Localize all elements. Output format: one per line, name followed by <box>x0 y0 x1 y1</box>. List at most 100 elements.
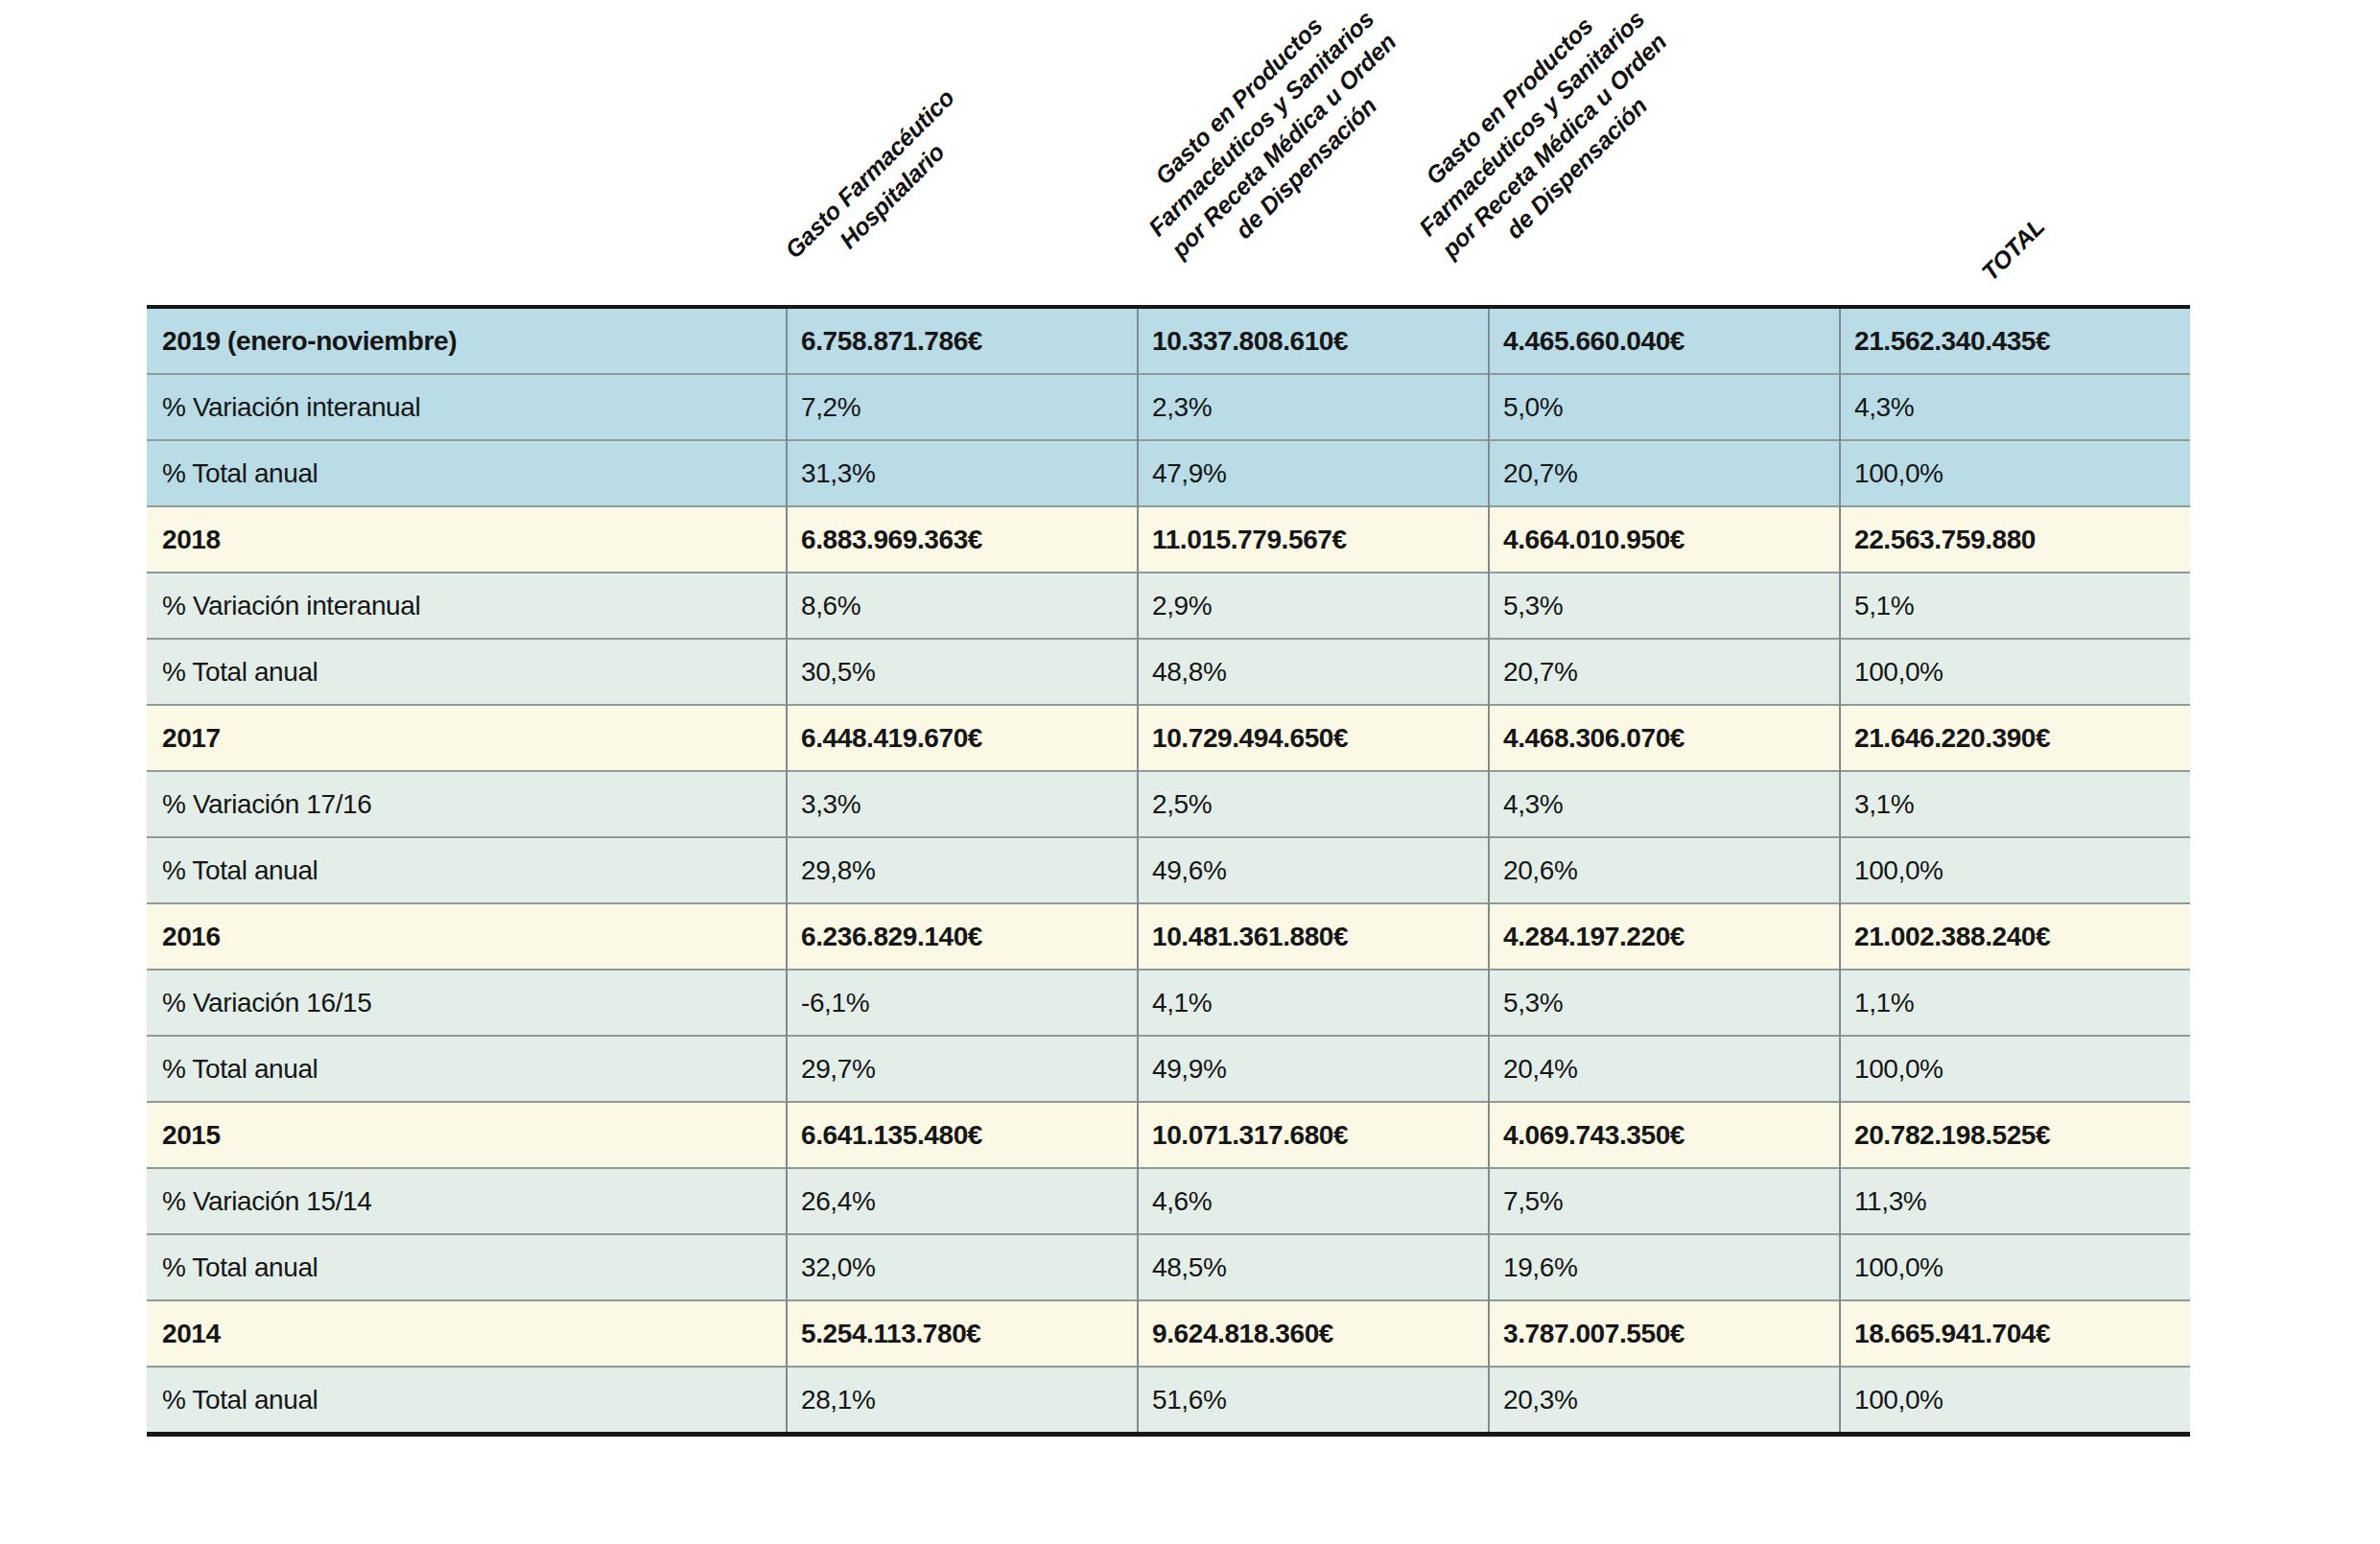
cell: 5,3% <box>1489 970 1840 1036</box>
cell: 49,9% <box>1138 1036 1489 1102</box>
row-label: % Total anual <box>147 1036 787 1102</box>
row-2018-total-anual: % Total anual 30,5% 48,8% 20,7% 100,0% <box>147 639 2190 705</box>
row-label: % Variación 15/14 <box>147 1168 787 1234</box>
row-2019-total-anual: % Total anual 31,3% 47,9% 20,7% 100,0% <box>147 440 2190 506</box>
row-2018-variacion: % Variación interanual 8,6% 2,9% 5,3% 5,… <box>147 573 2190 639</box>
cell: 6.758.871.786€ <box>787 307 1138 374</box>
row-label: % Total anual <box>147 837 787 903</box>
row-2019: 2019 (enero-noviembre) 6.758.871.786€ 10… <box>147 307 2190 374</box>
column-header-gasto-hospitalario: Gasto Farmacéutico Hospitalario <box>778 82 983 288</box>
cell: 7,5% <box>1489 1168 1840 1234</box>
cell: 4.465.660.040€ <box>1489 307 1840 374</box>
cell: 100,0% <box>1840 1036 2190 1102</box>
cell: 100,0% <box>1840 837 2190 903</box>
row-label: 2015 <box>147 1102 787 1168</box>
cell: 10.337.808.610€ <box>1138 307 1489 374</box>
cell: 4,3% <box>1840 374 2190 440</box>
cell: 8,6% <box>787 573 1138 639</box>
cell: 6.641.135.480€ <box>787 1102 1138 1168</box>
column-header-gasto-receta-2: Gasto en Productos Farmacéuticos y Sanit… <box>1390 0 1697 288</box>
cell: 100,0% <box>1840 440 2190 506</box>
cell: 48,5% <box>1138 1234 1489 1300</box>
cell: 20,7% <box>1489 440 1840 506</box>
cell: 4.664.010.950€ <box>1489 506 1840 573</box>
row-2014-total-anual: % Total anual 28,1% 51,6% 20,3% 100,0% <box>147 1367 2190 1435</box>
row-2019-variacion: % Variación interanual 7,2% 2,3% 5,0% 4,… <box>147 374 2190 440</box>
cell: 10.071.317.680€ <box>1138 1102 1489 1168</box>
row-2018: 2018 6.883.969.363€ 11.015.779.567€ 4.66… <box>147 506 2190 573</box>
cell: 48,8% <box>1138 639 1489 705</box>
cell: 4.468.306.070€ <box>1489 705 1840 771</box>
cell: 18.665.941.704€ <box>1840 1300 2190 1367</box>
cell: 29,7% <box>787 1036 1138 1102</box>
row-2016-variacion: % Variación 16/15 -6,1% 4,1% 5,3% 1,1% <box>147 970 2190 1036</box>
cell: 1,1% <box>1840 970 2190 1036</box>
cell: 100,0% <box>1840 1234 2190 1300</box>
row-2015-total-anual: % Total anual 32,0% 48,5% 19,6% 100,0% <box>147 1234 2190 1300</box>
cell: 100,0% <box>1840 639 2190 705</box>
row-label: % Variación 16/15 <box>147 970 787 1036</box>
row-2017-total-anual: % Total anual 29,8% 49,6% 20,6% 100,0% <box>147 837 2190 903</box>
cell: 4.069.743.350€ <box>1489 1102 1840 1168</box>
cell: 22.563.759.880 <box>1840 506 2190 573</box>
row-label: 2014 <box>147 1300 787 1367</box>
cell: 20,6% <box>1489 837 1840 903</box>
row-2017-variacion: % Variación 17/16 3,3% 2,5% 4,3% 3,1% <box>147 771 2190 837</box>
cell: 6.883.969.363€ <box>787 506 1138 573</box>
cell: 9.624.818.360€ <box>1138 1300 1489 1367</box>
cell: 100,0% <box>1840 1367 2190 1435</box>
cell: 6.448.419.670€ <box>787 705 1138 771</box>
cell: 19,6% <box>1489 1234 1840 1300</box>
cell: 10.729.494.650€ <box>1138 705 1489 771</box>
cell: 28,1% <box>787 1367 1138 1435</box>
column-headers: Gasto Farmacéutico Hospitalario Gasto en… <box>0 0 2380 305</box>
cell: 4.284.197.220€ <box>1489 903 1840 970</box>
cell: 4,6% <box>1138 1168 1489 1234</box>
row-label: % Total anual <box>147 440 787 506</box>
row-2017: 2017 6.448.419.670€ 10.729.494.650€ 4.46… <box>147 705 2190 771</box>
cell: 7,2% <box>787 374 1138 440</box>
cell: 20,7% <box>1489 639 1840 705</box>
row-label: 2018 <box>147 506 787 573</box>
cell: 5,0% <box>1489 374 1840 440</box>
cell: 3.787.007.550€ <box>1489 1300 1840 1367</box>
cell: 2,5% <box>1138 771 1489 837</box>
row-2015: 2015 6.641.135.480€ 10.071.317.680€ 4.06… <box>147 1102 2190 1168</box>
row-label: % Variación interanual <box>147 374 787 440</box>
cell: 11.015.779.567€ <box>1138 506 1489 573</box>
column-header-gasto-receta-1: Gasto en Productos Farmacéuticos y Sanit… <box>1119 0 1426 288</box>
cell: 26,4% <box>787 1168 1138 1234</box>
cell: 3,3% <box>787 771 1138 837</box>
row-2015-variacion: % Variación 15/14 26,4% 4,6% 7,5% 11,3% <box>147 1168 2190 1234</box>
cell: 32,0% <box>787 1234 1138 1300</box>
row-label: % Variación 17/16 <box>147 771 787 837</box>
cell: 47,9% <box>1138 440 1489 506</box>
cell: 2,3% <box>1138 374 1489 440</box>
cell: 31,3% <box>787 440 1138 506</box>
cell: 4,1% <box>1138 970 1489 1036</box>
row-2016-total-anual: % Total anual 29,7% 49,9% 20,4% 100,0% <box>147 1036 2190 1102</box>
column-header-total: TOTAL <box>1975 211 2052 288</box>
cell: 5,3% <box>1489 573 1840 639</box>
row-label: 2019 (enero-noviembre) <box>147 307 787 374</box>
cell: 5,1% <box>1840 573 2190 639</box>
cell: 6.236.829.140€ <box>787 903 1138 970</box>
cell: 20.782.198.525€ <box>1840 1102 2190 1168</box>
cell: 3,1% <box>1840 771 2190 837</box>
pharma-spending-table-page: Gasto Farmacéutico Hospitalario Gasto en… <box>0 0 2380 1544</box>
cell: 21.002.388.240€ <box>1840 903 2190 970</box>
cell: 21.646.220.390€ <box>1840 705 2190 771</box>
row-label: 2016 <box>147 903 787 970</box>
row-2014: 2014 5.254.113.780€ 9.624.818.360€ 3.787… <box>147 1300 2190 1367</box>
cell: 30,5% <box>787 639 1138 705</box>
cell: 20,3% <box>1489 1367 1840 1435</box>
cell: 21.562.340.435€ <box>1840 307 2190 374</box>
row-2016: 2016 6.236.829.140€ 10.481.361.880€ 4.28… <box>147 903 2190 970</box>
row-label: % Total anual <box>147 1367 787 1435</box>
cell: 4,3% <box>1489 771 1840 837</box>
row-label: % Total anual <box>147 639 787 705</box>
row-label: % Total anual <box>147 1234 787 1300</box>
cell: 29,8% <box>787 837 1138 903</box>
cell: 11,3% <box>1840 1168 2190 1234</box>
row-label: % Variación interanual <box>147 573 787 639</box>
